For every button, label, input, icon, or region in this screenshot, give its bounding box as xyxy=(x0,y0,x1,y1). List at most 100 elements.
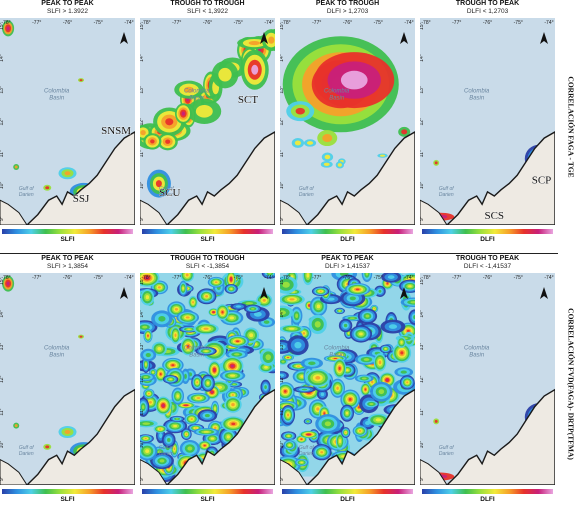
colorbar-label: SLFI xyxy=(200,496,215,503)
map-area: Colombia Basin Gulf of Darien -78° -77° -76° -7… xyxy=(420,273,555,485)
lat-tick-label: 14° xyxy=(280,310,285,318)
lon-tick-label: -76° xyxy=(483,275,492,281)
basin-label: Colombia xyxy=(464,345,490,351)
gulf-label: Gulf of xyxy=(19,186,34,192)
panel-title: PEAK TO PEAK xyxy=(321,255,374,262)
lat-tick-label: 9° xyxy=(280,216,285,221)
colorbar xyxy=(2,229,133,234)
panel-threshold: SLFI > 1,3854 xyxy=(46,263,88,270)
lat-tick-label: 13° xyxy=(0,86,5,94)
side-label-row-2: CORRELACIÓN FVD(FAGA)- DRTP(TFMA) xyxy=(562,255,580,513)
lon-tick-label: -76° xyxy=(63,20,72,26)
lat-tick-label: 13° xyxy=(420,86,425,94)
colorbar xyxy=(142,229,273,234)
colorbar-label: DLFI xyxy=(340,496,355,503)
colombia-land xyxy=(165,131,275,225)
lat-tick-label: 11° xyxy=(140,408,145,415)
gulf-label: Gulf of xyxy=(299,445,314,451)
lat-tick-label: 10° xyxy=(280,441,285,449)
map-panel-2-1: PEAK TO PEAK SLFI > 1,3854 Colombia Basin Gu… xyxy=(0,255,135,513)
panama-land xyxy=(140,459,168,485)
basin-label: Basin xyxy=(189,96,205,102)
lon-tick-label: -75° xyxy=(374,275,383,281)
lat-tick-label: 11° xyxy=(420,408,425,415)
lat-tick-label: 13° xyxy=(0,343,5,351)
lon-tick-label: -74° xyxy=(544,20,553,26)
colorbar xyxy=(282,489,413,494)
lat-tick-label: 12° xyxy=(140,375,145,383)
lat-tick-label: 10° xyxy=(280,182,285,190)
lat-tick-label: 15° xyxy=(420,277,425,285)
panel-threshold: SLFI < 1,3922 xyxy=(186,8,228,15)
map-panel-1-1: PEAK TO PEAK SLFI > 1.3922 Colombia Basin Gu… xyxy=(0,0,135,253)
basin-label: Colombia xyxy=(44,89,70,95)
lon-tick-label: -75° xyxy=(234,275,243,281)
lat-tick-label: 14° xyxy=(0,310,5,318)
lat-tick-label: 9° xyxy=(420,216,425,221)
lon-tick-label: -78° xyxy=(141,275,150,281)
basin-label: Colombia xyxy=(184,345,210,351)
lon-tick-label: -74° xyxy=(264,20,273,26)
lat-tick-label: 14° xyxy=(280,54,285,62)
colorbar xyxy=(142,489,273,494)
colorbar-label: SLFI xyxy=(60,236,75,243)
basin-label: Colombia xyxy=(184,89,210,95)
north-arrow-icon xyxy=(260,32,268,44)
lat-tick-label: 11° xyxy=(280,150,285,157)
feature-label-scs: SCS xyxy=(484,210,504,222)
lat-tick-label: 11° xyxy=(0,150,5,157)
lat-tick-label: 15° xyxy=(0,277,5,285)
map-area: Colombia Basin Gulf of Darien -78° -77° -76° -7… xyxy=(280,273,415,485)
colorbar xyxy=(422,489,553,494)
lon-tick-label: -75° xyxy=(94,20,103,26)
colorbar-label: SLFI xyxy=(60,496,75,503)
lon-tick-label: -77° xyxy=(172,275,181,281)
map-area: Colombia Basin Gulf of Darien -78° -77° -76° -7… xyxy=(280,18,415,225)
colorbar-label: DLFI xyxy=(480,236,495,243)
panel-threshold: DLFI > 1,2703 xyxy=(326,8,369,15)
lon-tick-label: -76° xyxy=(343,20,352,26)
map-panel-2-2: TROUGH TO TROUGH SLFI < -1,3854 Colombia Ba… xyxy=(140,255,275,513)
lat-tick-label: 12° xyxy=(420,375,425,383)
panel-threshold: SLFI < -1,3854 xyxy=(185,263,230,270)
lon-tick-label: -77° xyxy=(32,20,41,26)
lat-tick-label: 10° xyxy=(420,182,425,190)
gulf-label: Gulf of xyxy=(299,186,314,192)
gulf-label: Darien xyxy=(299,192,314,198)
lat-tick-label: 15° xyxy=(0,22,5,30)
lat-tick-label: 11° xyxy=(0,408,5,415)
map-area: Colombia Basin Gulf of Darien -78° -77° -76° -7… xyxy=(0,273,135,485)
basin-label: Basin xyxy=(49,96,65,102)
lon-tick-label: -77° xyxy=(32,275,41,281)
feature-label-ssj: SSJ xyxy=(73,193,90,205)
lat-tick-label: 9° xyxy=(0,216,5,221)
gulf-label: Gulf of xyxy=(159,186,174,192)
lat-tick-label: 9° xyxy=(140,216,145,221)
lon-tick-label: -76° xyxy=(203,275,212,281)
basin-label: Basin xyxy=(469,96,485,102)
colombia-land xyxy=(445,131,555,225)
north-arrow-icon xyxy=(120,32,128,44)
map-area: Colombia Basin Gulf of Darien -78° -77° -76° -7… xyxy=(420,18,555,225)
north-arrow-icon xyxy=(400,287,408,299)
colorbar xyxy=(282,229,413,234)
lat-tick-label: 11° xyxy=(280,408,285,415)
colombia-land xyxy=(305,131,415,225)
panel-threshold: DLFI < 1,2703 xyxy=(466,8,509,15)
lon-tick-label: -76° xyxy=(343,275,352,281)
lon-tick-label: -76° xyxy=(63,275,72,281)
lon-tick-label: -77° xyxy=(172,20,181,26)
lat-tick-label: 15° xyxy=(420,22,425,30)
row-fvd-drtp: PEAK TO PEAK SLFI > 1,3854 Colombia Basin Gu… xyxy=(0,255,558,513)
lon-tick-label: -75° xyxy=(514,20,523,26)
map-area: Colombia Basin Gulf of Darien -78° -77° -76° -7… xyxy=(0,18,135,225)
north-arrow-icon xyxy=(260,287,268,299)
lon-tick-label: -78° xyxy=(421,275,430,281)
lat-tick-label: 15° xyxy=(140,277,145,285)
lon-tick-label: -74° xyxy=(264,275,273,281)
gulf-label: Darien xyxy=(299,451,314,457)
lat-tick-label: 11° xyxy=(140,150,145,157)
lon-tick-label: -77° xyxy=(312,20,321,26)
panel-title: PEAK TO PEAK xyxy=(41,255,94,262)
north-arrow-icon xyxy=(540,32,548,44)
